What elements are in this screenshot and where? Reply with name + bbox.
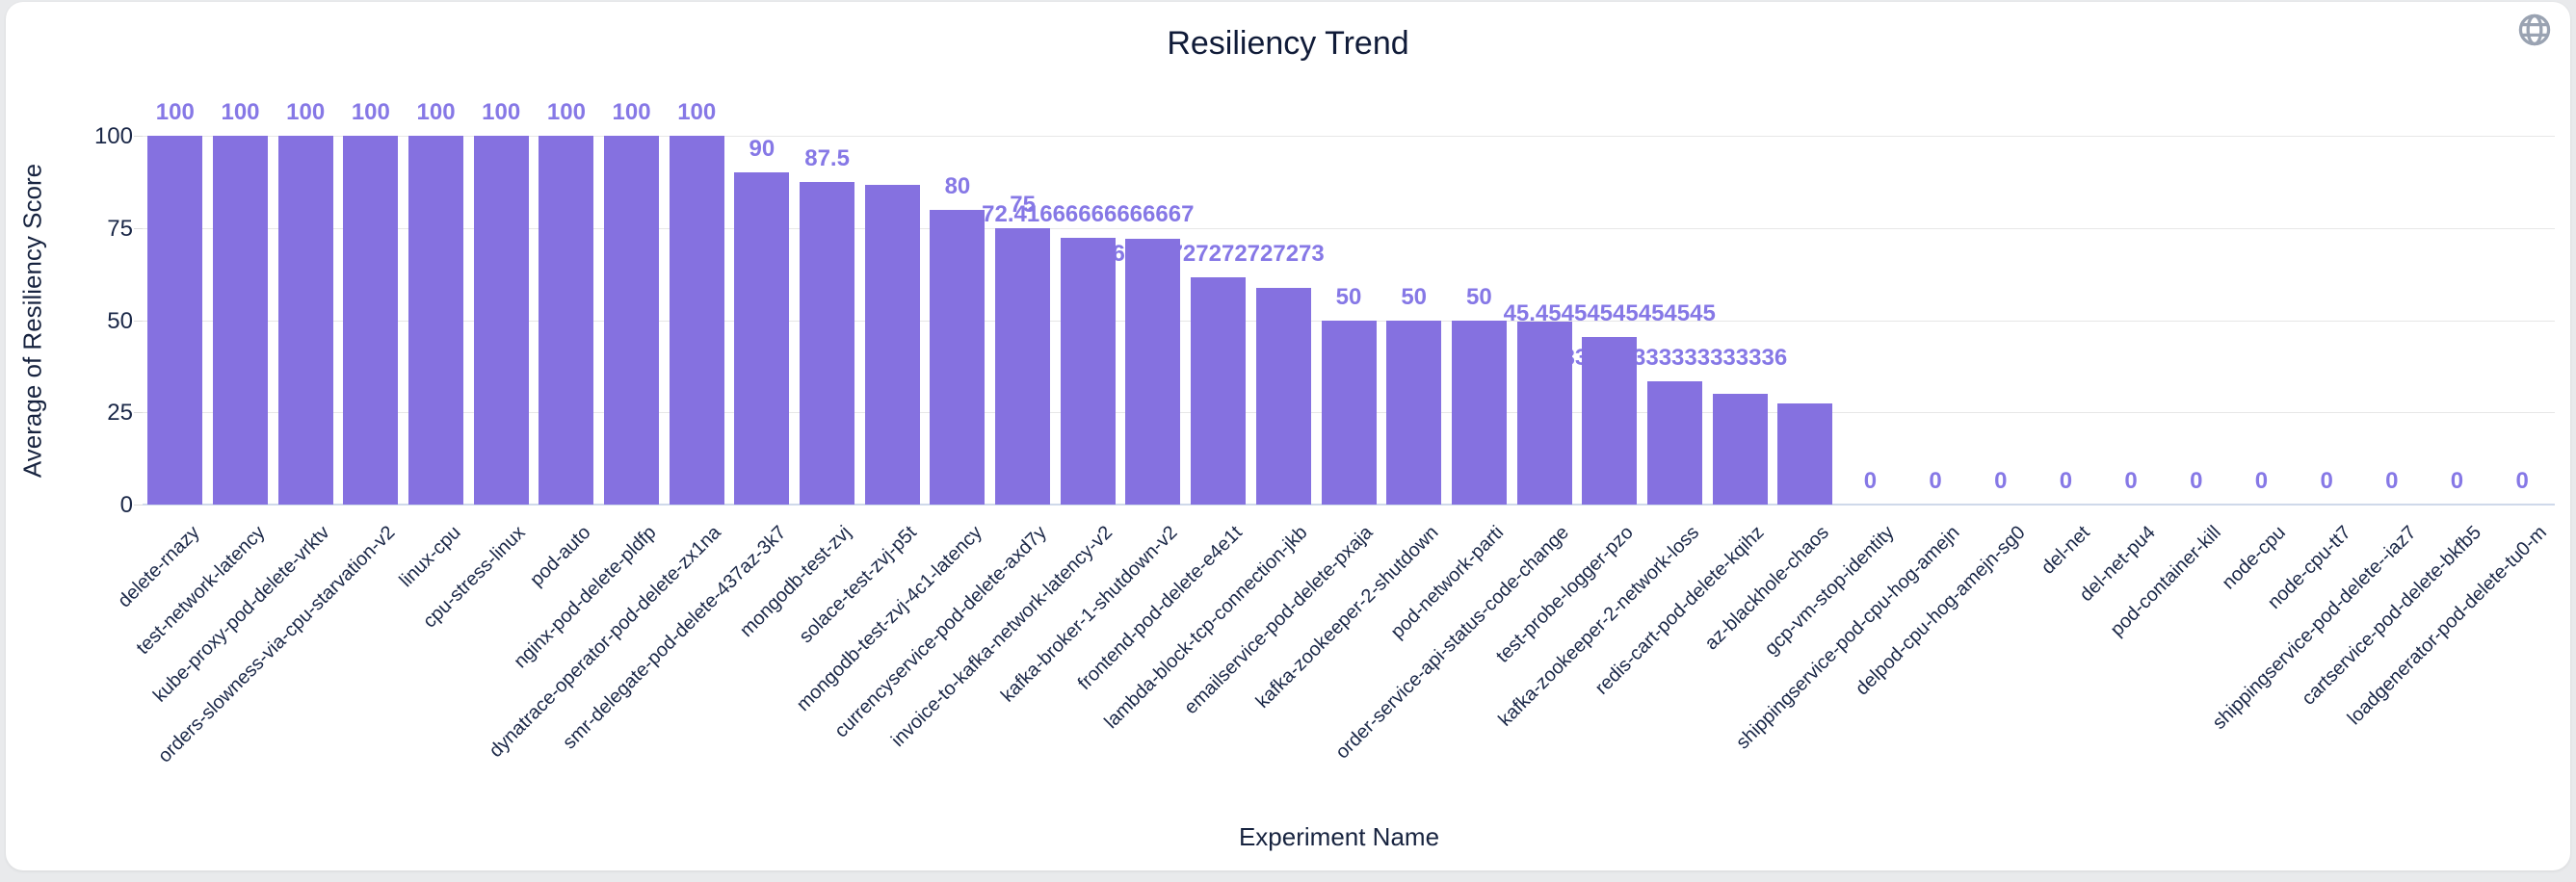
bar-value-label: 50	[1465, 283, 1492, 310]
y-axis-tick	[134, 505, 143, 506]
bar-value-label: 0	[2124, 468, 2138, 494]
y-axis-tick	[134, 412, 143, 414]
bar[interactable]	[1125, 239, 1181, 505]
bar-value-label: 0	[2254, 468, 2269, 494]
bar[interactable]	[1451, 320, 1507, 505]
bar-value-label: 0	[2385, 468, 2399, 494]
chart-title: Resiliency Trend	[1167, 25, 1409, 62]
bar[interactable]	[1386, 320, 1442, 505]
bar-value-label: 100	[482, 99, 521, 125]
bar[interactable]	[1582, 336, 1638, 505]
bar-value-label: 50	[1335, 283, 1362, 310]
bar[interactable]	[930, 209, 986, 505]
bar[interactable]	[213, 136, 268, 505]
bar-value-label: 100	[221, 99, 260, 125]
bar[interactable]	[277, 136, 333, 505]
bar-value-label: 90	[749, 136, 775, 163]
bar[interactable]	[669, 136, 724, 505]
gridline	[143, 227, 2555, 229]
bar[interactable]	[1255, 287, 1311, 505]
bar-value-label: 100	[351, 99, 390, 125]
bar-value-label: 100	[612, 99, 651, 125]
bar[interactable]	[995, 227, 1051, 505]
y-axis-tick-label: 75	[107, 215, 133, 242]
gridline	[143, 136, 2555, 137]
bar-value-label: 0	[2450, 468, 2464, 494]
bar-value-label: 100	[416, 99, 456, 125]
bar[interactable]	[473, 136, 529, 505]
x-axis-line	[143, 504, 2555, 506]
y-axis-tick-label: 25	[107, 400, 133, 427]
bar[interactable]	[1516, 322, 1572, 505]
bar[interactable]	[1191, 276, 1247, 505]
bar-value-label: 72.41666666666667	[982, 200, 1195, 227]
bar[interactable]	[800, 181, 855, 505]
y-axis-tick	[134, 320, 143, 322]
bar[interactable]	[1777, 402, 1833, 505]
globe-icon[interactable]	[2516, 12, 2553, 48]
bar-value-label: 100	[677, 99, 717, 125]
bar-value-label: 0	[1994, 468, 2008, 494]
bar-value-label: 75	[1010, 191, 1036, 218]
bar[interactable]	[1060, 237, 1116, 505]
x-axis-title: Experiment Name	[1238, 822, 1440, 851]
y-axis-tick	[134, 227, 143, 229]
bar[interactable]	[734, 172, 790, 505]
bar-value-label: 0	[1929, 468, 1942, 494]
bar-value-label: 80	[944, 172, 971, 199]
plot-area: 100 100 100 100 100 100 100 100 100 90 87.5 80 75 72.…	[143, 99, 2555, 506]
bar-value-label: 0	[2190, 468, 2203, 494]
y-axis-tick-label: 50	[107, 307, 133, 334]
bar[interactable]	[604, 136, 660, 505]
bar[interactable]	[1712, 394, 1768, 505]
y-axis-tick-label: 0	[119, 492, 133, 518]
bar-value-label: 100	[155, 99, 195, 125]
bar-value-label: 50	[1401, 283, 1428, 310]
bar-value-label: 87.5	[804, 144, 850, 171]
bar[interactable]	[1646, 381, 1702, 505]
bar-value-label: 0	[1863, 468, 1878, 494]
y-axis-tick-label: 100	[93, 123, 133, 149]
bar[interactable]	[1321, 320, 1377, 505]
bar-value-label: 100	[286, 99, 326, 125]
bar[interactable]	[539, 136, 594, 505]
bar-value-label: 0	[2320, 468, 2333, 494]
y-axis-tick	[134, 136, 143, 137]
bar[interactable]	[147, 136, 203, 505]
bar[interactable]	[408, 136, 464, 505]
bar[interactable]	[343, 136, 399, 505]
bar[interactable]	[864, 184, 920, 505]
bar-value-label: 100	[546, 99, 586, 125]
bar-value-label: 0	[2059, 468, 2073, 494]
bar-value-label: 0	[2515, 468, 2529, 494]
